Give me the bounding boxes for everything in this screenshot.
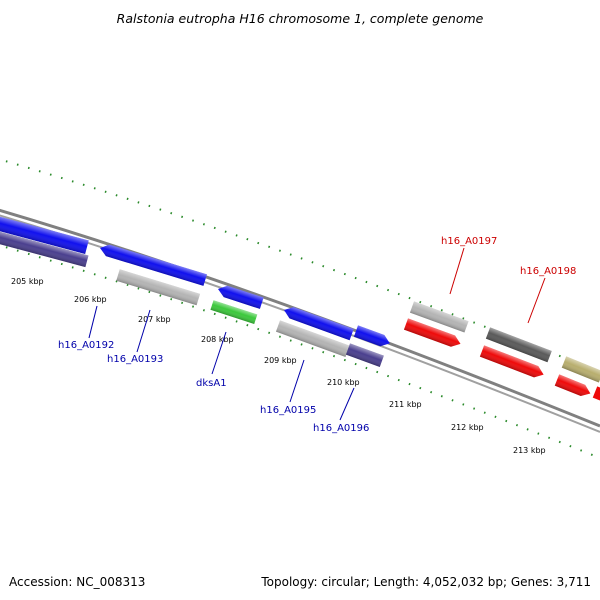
tick-label: 210 kbp xyxy=(327,378,360,387)
backbone-outer-line xyxy=(0,208,600,428)
gene-features xyxy=(0,215,600,406)
gene-next-red[interactable] xyxy=(554,374,593,399)
gene-h16-A0193-cds[interactable] xyxy=(116,269,201,306)
gene-h16-A0192[interactable] xyxy=(0,215,89,255)
gene-label[interactable]: h16_A0197 xyxy=(441,236,497,247)
gene-next-red-2[interactable] xyxy=(592,386,600,406)
gene-labels: h16_A0192 h16_A0193 dksA1 h16_A0195 h16_… xyxy=(58,236,576,434)
inner-dotted-ring xyxy=(0,244,600,459)
tick-labels: 205 kbp 206 kbp 207 kbp 208 kbp 209 kbp … xyxy=(11,277,546,455)
map-title: Ralstonia eutropha H16 chromosome 1, com… xyxy=(117,11,484,26)
gene-label[interactable]: h16_A0195 xyxy=(260,405,316,416)
gene-label[interactable]: h16_A0196 xyxy=(313,423,369,434)
gene-dksA1-cds[interactable] xyxy=(210,300,258,324)
tick-label: 208 kbp xyxy=(201,335,234,344)
gene-h16-A0197[interactable] xyxy=(409,301,469,333)
accession-text: Accession: NC_008313 xyxy=(9,575,145,589)
gene-h16-A0198[interactable] xyxy=(485,327,552,363)
tick-label: 207 kbp xyxy=(138,315,171,324)
gene-dksA1[interactable] xyxy=(216,283,264,309)
gene-h16-A0192-cds[interactable] xyxy=(0,230,89,268)
label-leader-lines xyxy=(88,247,546,421)
tick-label: 213 kbp xyxy=(513,446,546,455)
topology-summary: Topology: circular; Length: 4,052,032 bp… xyxy=(260,575,591,589)
gene-h16-A0195[interactable] xyxy=(282,304,354,341)
gene-h16-A0196-cds[interactable] xyxy=(345,343,384,367)
gene-h16-A0198-cds[interactable] xyxy=(479,345,546,380)
gene-label[interactable]: dksA1 xyxy=(196,378,227,389)
tick-label: 211 kbp xyxy=(389,400,422,409)
gene-label[interactable]: h16_A0193 xyxy=(107,354,163,365)
gene-h16-A0197-cds[interactable] xyxy=(403,318,463,349)
tick-label: 205 kbp xyxy=(11,277,44,286)
gene-label[interactable]: h16_A0192 xyxy=(58,340,114,351)
gene-next-olive[interactable] xyxy=(561,356,600,383)
gene-h16-A0196[interactable] xyxy=(353,325,392,349)
gene-h16-A0195-cds[interactable] xyxy=(275,320,350,357)
gene-h16-A0193[interactable] xyxy=(98,242,207,286)
tick-label: 212 kbp xyxy=(451,423,484,432)
gene-label[interactable]: h16_A0198 xyxy=(520,266,576,277)
tick-label: 209 kbp xyxy=(264,356,297,365)
backbone-inner-line xyxy=(0,214,600,433)
tick-label: 206 kbp xyxy=(74,295,107,304)
